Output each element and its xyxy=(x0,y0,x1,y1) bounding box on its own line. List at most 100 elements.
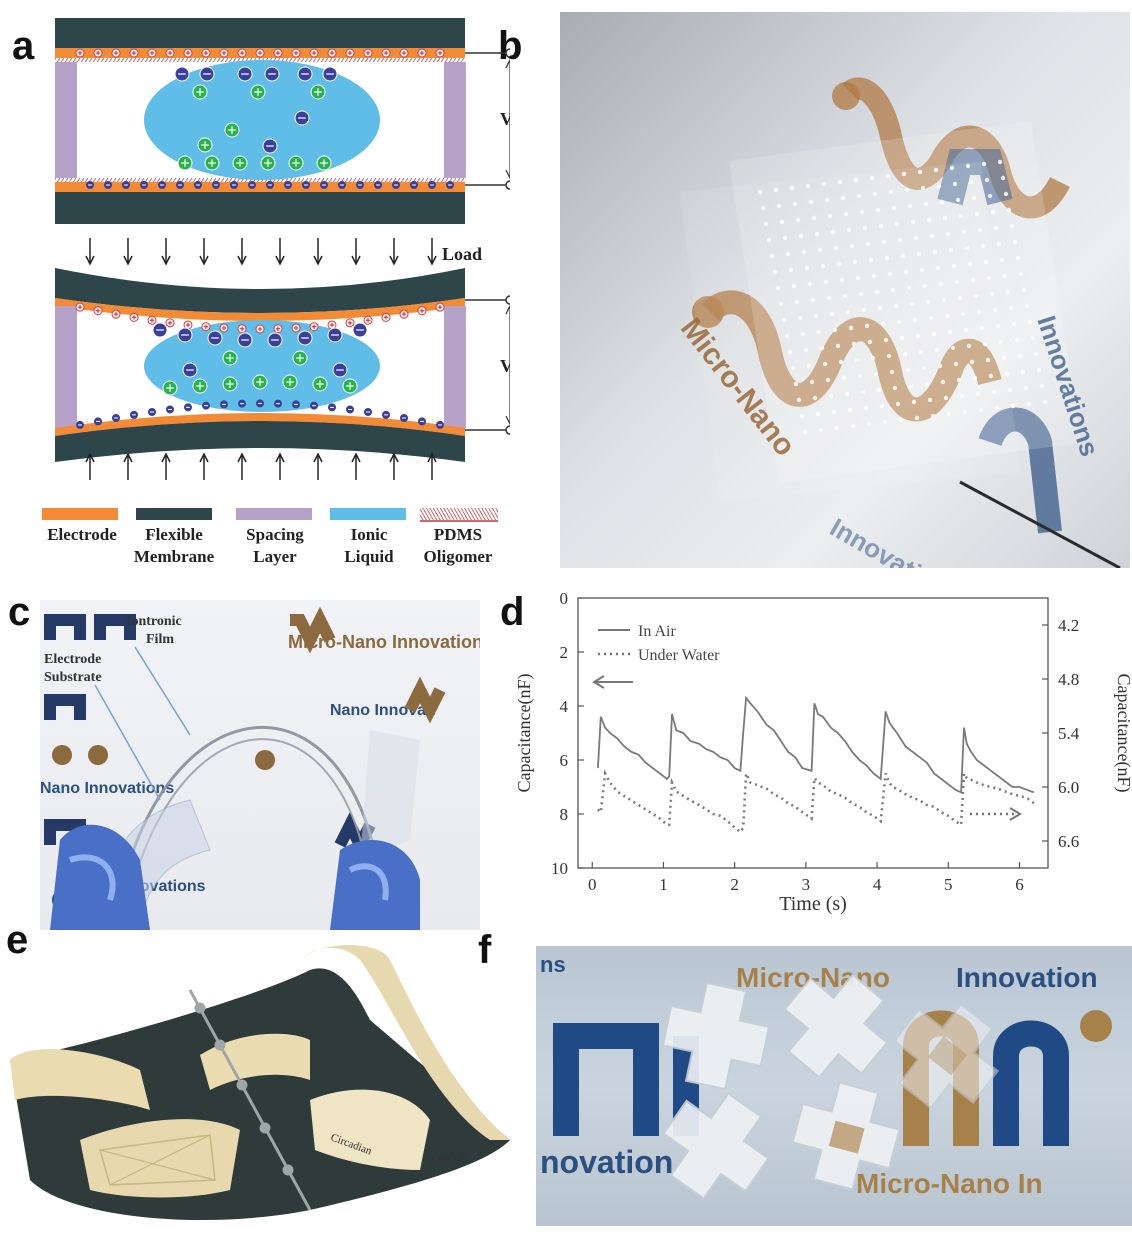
sensor-dot xyxy=(809,379,815,385)
legend-label-liquid: Ionic Liquid xyxy=(344,525,394,566)
sensor-dot xyxy=(878,223,884,229)
sensor-dot xyxy=(967,261,973,267)
sensor-dot xyxy=(874,289,880,295)
sensor-dot xyxy=(975,391,981,397)
sensor-dot xyxy=(987,193,993,199)
sensor-dot xyxy=(881,239,887,245)
sensor-dot xyxy=(1015,255,1021,261)
sensor-dot xyxy=(847,407,853,413)
sensor-dot xyxy=(968,179,974,185)
sensor-dot xyxy=(853,177,859,183)
sensor-dot xyxy=(880,321,886,327)
sensor-dot xyxy=(993,225,999,231)
panel-label-b: b xyxy=(498,24,523,68)
sensor-dot xyxy=(779,219,785,225)
sensor-dot xyxy=(1005,289,1011,295)
sensor-dot xyxy=(865,241,871,247)
sensor-dot xyxy=(855,275,861,281)
sensor-dot xyxy=(972,375,978,381)
sensor-dot xyxy=(792,201,798,207)
panel-label-d: d xyxy=(500,590,525,634)
sensor-dot xyxy=(806,363,812,369)
sensor-dot xyxy=(928,315,934,321)
sensor-dot xyxy=(1001,355,1007,361)
sensor-dot xyxy=(1030,335,1036,341)
sensor-dot xyxy=(812,395,818,401)
sensor-dot xyxy=(760,205,766,211)
sensor-dot xyxy=(994,405,1000,411)
sensor-dot xyxy=(911,399,917,405)
sensor-dot xyxy=(929,233,935,239)
sensor-dot xyxy=(932,249,938,255)
sensor-dot xyxy=(891,205,897,211)
sensor-dot xyxy=(998,339,1004,345)
photo-f-text-novation: novation xyxy=(540,1144,674,1180)
sensor-dot xyxy=(921,365,927,371)
panel-label-a: a xyxy=(12,24,35,68)
sensor-dot xyxy=(859,209,865,215)
sensor-dot xyxy=(962,409,968,415)
sensor-dot xyxy=(979,325,985,331)
sensor-dot xyxy=(942,215,948,221)
sensor-dot xyxy=(846,227,852,233)
sensor-dot xyxy=(866,421,872,427)
sensor-dot xyxy=(935,265,941,271)
sensor-dot xyxy=(841,375,847,381)
sensor-dot xyxy=(787,349,793,355)
sensor-dot xyxy=(766,237,772,243)
sensor-dot xyxy=(814,231,820,237)
sensor-dot xyxy=(829,311,835,317)
sensor-dot xyxy=(815,411,821,417)
chart-legend: In Air Under Water xyxy=(598,623,720,664)
photo-c-text-1: Micro-Nano Innovations xyxy=(288,632,480,652)
sensor-dot xyxy=(971,195,977,201)
sensor-dot xyxy=(1007,387,1013,393)
sensor-dot xyxy=(976,309,982,315)
x-tick-label: 2 xyxy=(730,875,739,894)
sensor-dot xyxy=(877,305,883,311)
sensor-dot xyxy=(800,331,806,337)
sensor-dot xyxy=(1036,367,1042,373)
sensor-dot xyxy=(886,353,892,359)
x-tick-label: 6 xyxy=(1015,875,1024,894)
photo-b-sensor-closeup: Micro-Nano Innovations Innovations xyxy=(560,12,1130,568)
photo-e-wearable-patch: Circadian ANKLE xyxy=(10,945,510,1220)
sensor-dot xyxy=(831,409,837,415)
sensor-dot xyxy=(895,401,901,407)
sensor-dot xyxy=(970,277,976,283)
sensor-dot xyxy=(985,357,991,363)
sensor-dot xyxy=(884,255,890,261)
sensor-dot xyxy=(1014,337,1020,343)
sensor-dot xyxy=(811,215,817,221)
sensor-dot xyxy=(918,349,924,355)
photo-c-label-electrode: Electrode xyxy=(44,652,102,667)
sensor-dot xyxy=(838,359,844,365)
sensor-dot xyxy=(986,275,992,281)
series-line-in-air xyxy=(597,695,1035,794)
sensor-dot xyxy=(868,257,874,263)
sensor-dot xyxy=(1004,371,1010,377)
y-tick-label-right: 6.0 xyxy=(1058,778,1079,797)
sensor-dot xyxy=(798,233,804,239)
sensor-dot xyxy=(854,357,860,363)
sensor-dot xyxy=(949,165,955,171)
sensor-dot xyxy=(926,217,932,223)
sensor-dot xyxy=(983,259,989,265)
sensor-dot xyxy=(873,371,879,377)
photo-f-text-micro-nano-2: Micro-Nano In xyxy=(856,1168,1043,1199)
schematic-diagram: V Load V xyxy=(55,18,510,480)
y-tick-label-right: 6.6 xyxy=(1058,832,1079,851)
sensor-dot xyxy=(958,213,964,219)
sensor-dot xyxy=(820,263,826,269)
sensor-dot xyxy=(869,175,875,181)
sensor-dot xyxy=(782,235,788,241)
sensor-dot xyxy=(990,209,996,215)
sensor-dot xyxy=(982,341,988,347)
sensor-dot xyxy=(938,281,944,287)
sensor-dot xyxy=(1012,239,1018,245)
sensor-dot xyxy=(908,383,914,389)
sensor-dot xyxy=(1010,403,1016,409)
sensor-dot xyxy=(989,291,995,297)
loaded-device xyxy=(55,268,466,462)
sensor-dot xyxy=(851,341,857,347)
